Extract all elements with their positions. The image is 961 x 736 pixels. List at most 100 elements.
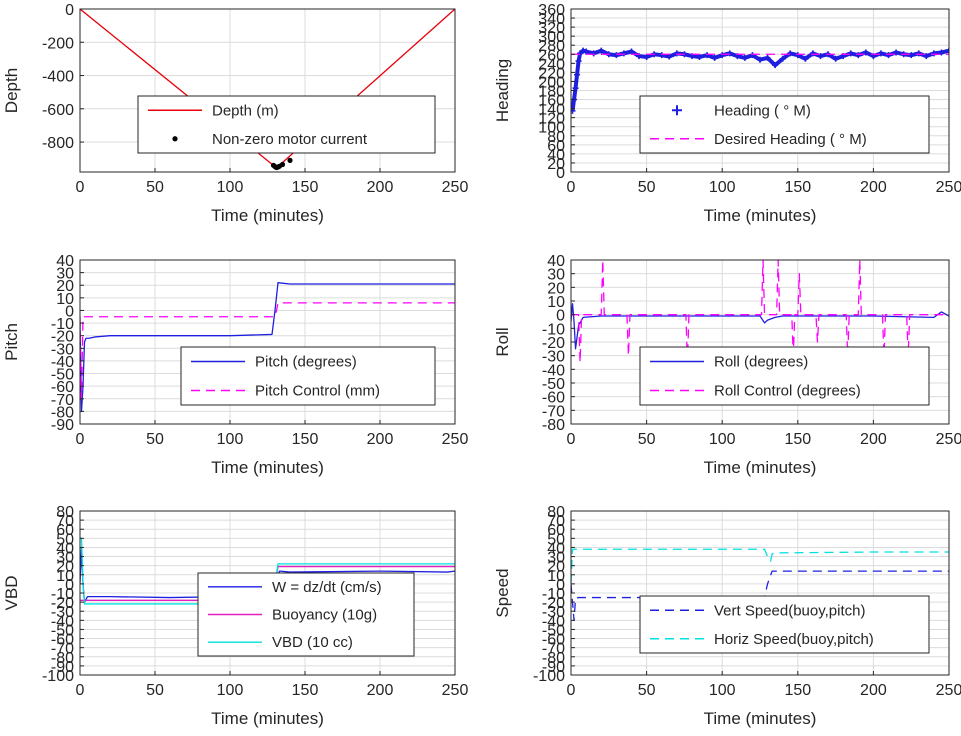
- speed-ytick-label: -60: [542, 632, 565, 649]
- heading-series-group: [571, 47, 949, 114]
- heading-series-0-marker: [930, 50, 937, 57]
- roll-legend-label: Roll Control (degrees): [714, 383, 861, 400]
- heading-series-0-marker: [628, 48, 635, 55]
- heading-series-0-marker: [571, 101, 574, 108]
- heading-ytick-label: 100: [538, 120, 565, 137]
- speed-xaxis-label: Time (minutes): [704, 709, 817, 728]
- heading-ytick-label: 40: [547, 147, 565, 164]
- vbd-legend-label: VBD (10 cc): [272, 634, 353, 651]
- speed-chart: 0 50 100 150 200 25080706050403020100-10-20-3…: [493, 504, 961, 728]
- heading-series-0-marker: [877, 50, 884, 57]
- vbd-ytick-label: -30: [51, 604, 74, 621]
- heading-series-0-marker: [574, 71, 581, 78]
- pitch-xtick-label: 250: [442, 431, 469, 448]
- heading-xtick-label: 250: [936, 179, 961, 196]
- depth-series-1-point: [279, 161, 286, 168]
- speed-legend-label: Vert Speed(buoy,pitch): [714, 602, 865, 619]
- heading-series-0-marker: [809, 50, 816, 57]
- depth-legend-label: Non-zero motor current: [212, 131, 368, 148]
- heading-chart: 0 50 100 150 200 2500204060801001201401601802…: [493, 2, 961, 225]
- speed-ytick-label: 40: [547, 540, 565, 557]
- depth-legend-label: Depth (m): [212, 102, 279, 119]
- vbd-xtick-label: 200: [367, 682, 394, 699]
- heading-xtick-label: 50: [638, 179, 656, 196]
- speed-legend: Vert Speed(buoy,pitch) Horiz Speed(buoy,p…: [639, 595, 930, 654]
- depth-legend-marker: [172, 136, 178, 142]
- speed-ytick-label: -10: [542, 586, 565, 603]
- heading-ytick-label: 240: [538, 56, 565, 73]
- pitch-xtick-label: 0: [76, 431, 85, 448]
- heading-series-0-marker: [620, 50, 627, 57]
- roll-chart: 0 50 100 150 200 250403020100-10-20-30-40-50-…: [493, 253, 961, 477]
- pitch-xtick-label: 200: [367, 431, 394, 448]
- roll-ytick-label: 10: [547, 294, 565, 311]
- vbd-series-2-line: [80, 537, 455, 605]
- depth-xtick-label: 0: [76, 179, 85, 196]
- heading-series-0-marker: [673, 50, 680, 57]
- pitch-ytick-label: -90: [51, 417, 74, 434]
- heading-series-0-marker: [711, 54, 718, 61]
- heading-xtick-label: 100: [709, 179, 736, 196]
- heading-series-0-marker: [704, 52, 711, 59]
- vbd-ytick-label: -100: [42, 668, 74, 685]
- roll-legend-box: [639, 346, 930, 406]
- depth-xtick-label: 50: [146, 179, 164, 196]
- heading-series-0-marker: [855, 52, 862, 59]
- roll-xtick-label: 100: [709, 431, 736, 448]
- heading-series-0-marker: [749, 52, 756, 59]
- heading-ytick-label: 180: [538, 84, 565, 101]
- depth-xtick-label: 150: [292, 179, 319, 196]
- pitch-ytick-label: 20: [56, 278, 74, 295]
- heading-series-0-marker: [580, 47, 587, 54]
- pitch-series-group: [80, 282, 455, 413]
- heading-xtick-label: 200: [860, 179, 887, 196]
- speed-xtick-label: 150: [784, 682, 811, 699]
- speed-ytick-label: -20: [542, 595, 565, 612]
- pitch-xtick-label: 150: [292, 431, 319, 448]
- speed-yaxis-label: Speed: [493, 568, 512, 617]
- depth-chart: 0 50 100 150 200 250 0 -200 -400 -600 -800 Time (mi…: [2, 2, 468, 225]
- vbd-xtick-label: 150: [292, 682, 319, 699]
- pitch-ytick-label: 0: [65, 303, 74, 320]
- heading-legend: Heading ( ° M) Desired Heading ( ° M): [639, 95, 930, 154]
- depth-ytick-label: 0: [65, 2, 74, 19]
- depth-ytick-label: -800: [42, 135, 74, 152]
- heading-series-0-marker: [893, 49, 900, 56]
- heading-xaxis-label: Time (minutes): [704, 206, 817, 225]
- speed-ytick-label: 10: [547, 568, 565, 585]
- roll-ytick-label: -80: [542, 417, 565, 434]
- heading-ytick-label: 320: [538, 20, 565, 37]
- depth-series-group: [80, 8, 455, 171]
- heading-series-0-marker: [572, 85, 579, 92]
- vbd-ytick-label: -20: [51, 595, 74, 612]
- speed-ytick-label: -40: [542, 613, 565, 630]
- roll-ytick-label: -60: [542, 390, 565, 407]
- vbd-chart: 0 50 100 150 200 25080706050403020100-10-20-3…: [2, 504, 468, 728]
- heading-series-0-marker: [847, 50, 854, 57]
- heading-ytick-label: 340: [538, 11, 565, 28]
- heading-series-0-marker: [779, 55, 786, 62]
- roll-legend-label: Roll (degrees): [714, 354, 808, 371]
- pitch-axes-frame: [79, 259, 456, 425]
- roll-ytick-label: 40: [547, 253, 565, 270]
- roll-ytick-label: -30: [542, 349, 565, 366]
- speed-xtick-label: 250: [936, 682, 961, 699]
- heading-ytick-label: 80: [547, 129, 565, 146]
- speed-legend-label: Horiz Speed(buoy,pitch): [714, 631, 874, 648]
- speed-ytick-label: -70: [542, 641, 565, 658]
- roll-xtick-label: 250: [936, 431, 961, 448]
- speed-xtick-label: 200: [860, 682, 887, 699]
- vbd-ytick-label: -90: [51, 659, 74, 676]
- heading-series-0-marker: [832, 55, 839, 62]
- heading-ytick-label: 160: [538, 93, 565, 110]
- heading-series-0-marker: [741, 54, 748, 61]
- depth-series-1-point: [287, 157, 293, 163]
- vbd-ytick-label: 0: [65, 577, 74, 594]
- heading-legend-box: [639, 95, 930, 154]
- vbd-ytick-label: -80: [51, 650, 74, 667]
- vbd-ytick-label: -60: [51, 632, 74, 649]
- pitch-ytick-label: -80: [51, 404, 74, 421]
- heading-ytick-label: 0: [556, 165, 565, 182]
- pitch-ytick-label: -70: [51, 392, 74, 409]
- pitch-xaxis-label: Time (minutes): [211, 458, 324, 477]
